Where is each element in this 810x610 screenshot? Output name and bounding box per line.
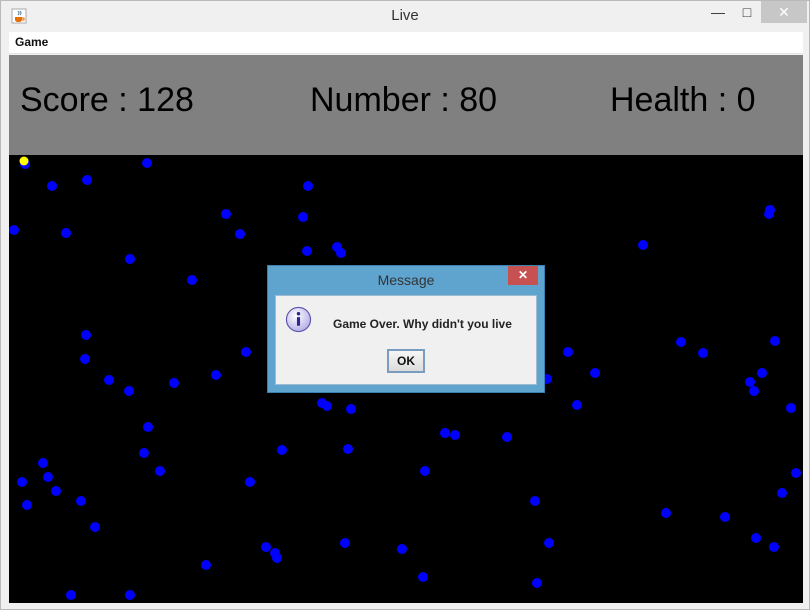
message-dialog: Message ✕ Game Over. Why didn't you live… <box>267 265 545 393</box>
enemy-dot <box>638 240 648 250</box>
enemy-dot <box>80 354 90 364</box>
enemy-dot <box>764 209 774 219</box>
enemy-dot <box>303 181 313 191</box>
enemy-dot <box>272 553 282 563</box>
enemy-dot <box>38 458 48 468</box>
enemy-dot <box>720 512 730 522</box>
enemy-dot <box>143 422 153 432</box>
enemy-dot <box>340 538 350 548</box>
enemy-dot <box>676 337 686 347</box>
enemy-dot <box>749 386 759 396</box>
enemy-dot <box>532 578 542 588</box>
enemy-dot <box>104 375 114 385</box>
enemy-dot <box>187 275 197 285</box>
enemy-dot <box>124 386 134 396</box>
enemy-dot <box>51 486 61 496</box>
enemy-dot <box>82 175 92 185</box>
enemy-dot <box>770 336 780 346</box>
enemy-dot <box>201 560 211 570</box>
enemy-dot <box>745 377 755 387</box>
enemy-dot <box>420 466 430 476</box>
player-dot <box>19 156 29 166</box>
enemy-dot <box>169 378 179 388</box>
close-window-button[interactable]: ✕ <box>761 1 807 23</box>
enemy-dot <box>302 246 312 256</box>
enemy-dot <box>440 428 450 438</box>
hud-panel: Score : 128 Number : 80 Health : 0 <box>9 55 803 155</box>
enemy-dot <box>261 542 271 552</box>
dialog-body: Game Over. Why didn't you live OK <box>275 295 537 385</box>
enemy-dot <box>397 544 407 554</box>
enemy-dot <box>9 225 19 235</box>
enemy-dot <box>418 572 428 582</box>
enemy-dot <box>322 401 332 411</box>
enemy-dot <box>17 477 27 487</box>
enemy-dot <box>757 368 767 378</box>
enemy-dot <box>139 448 149 458</box>
enemy-dot <box>155 466 165 476</box>
java-cup-icon <box>11 8 27 24</box>
enemy-dot <box>572 400 582 410</box>
enemy-dot <box>791 468 801 478</box>
enemy-dot <box>245 477 255 487</box>
title-bar[interactable]: Live — □ ✕ <box>1 1 809 31</box>
enemy-dot <box>502 432 512 442</box>
enemy-dot <box>590 368 600 378</box>
enemy-dot <box>346 404 356 414</box>
enemy-dot <box>777 488 787 498</box>
info-icon <box>285 306 312 333</box>
window-title: Live <box>391 7 419 24</box>
enemy-dot <box>125 590 135 600</box>
enemy-dot <box>66 590 76 600</box>
enemy-dot <box>221 209 231 219</box>
dialog-title: Message <box>377 272 435 288</box>
maximize-button[interactable]: □ <box>742 4 752 20</box>
menu-bar: Game <box>9 32 803 54</box>
dialog-message: Game Over. Why didn't you live <box>333 317 512 331</box>
enemy-dot <box>76 496 86 506</box>
enemy-dot <box>22 500 32 510</box>
enemy-dot <box>450 430 460 440</box>
enemy-dot <box>751 533 761 543</box>
enemy-dot <box>277 445 287 455</box>
enemy-dot <box>786 403 796 413</box>
enemy-dot <box>125 254 135 264</box>
enemy-dot <box>698 348 708 358</box>
dialog-close-button[interactable]: ✕ <box>508 266 538 285</box>
enemy-dot <box>563 347 573 357</box>
enemy-dot <box>235 229 245 239</box>
game-field-canvas <box>9 156 801 600</box>
enemy-dot <box>530 496 540 506</box>
enemy-dot <box>769 542 779 552</box>
enemy-dot <box>343 444 353 454</box>
enemy-dot <box>43 472 53 482</box>
enemy-dot <box>241 347 251 357</box>
enemy-dot <box>47 181 57 191</box>
enemy-dot <box>544 538 554 548</box>
score-display: Score : 128 <box>20 81 194 119</box>
enemy-dot <box>61 228 71 238</box>
enemy-dot <box>81 330 91 340</box>
health-display: Health : 0 <box>610 81 756 119</box>
enemy-dot <box>90 522 100 532</box>
enemy-dot <box>661 508 671 518</box>
ok-button[interactable]: OK <box>387 349 425 373</box>
enemy-dot <box>298 212 308 222</box>
enemy-dot <box>211 370 221 380</box>
menu-game[interactable]: Game <box>15 35 49 49</box>
enemy-dot <box>142 158 152 168</box>
number-display: Number : 80 <box>310 81 498 119</box>
enemy-dot <box>336 248 346 258</box>
minimize-button[interactable]: — <box>711 4 725 20</box>
